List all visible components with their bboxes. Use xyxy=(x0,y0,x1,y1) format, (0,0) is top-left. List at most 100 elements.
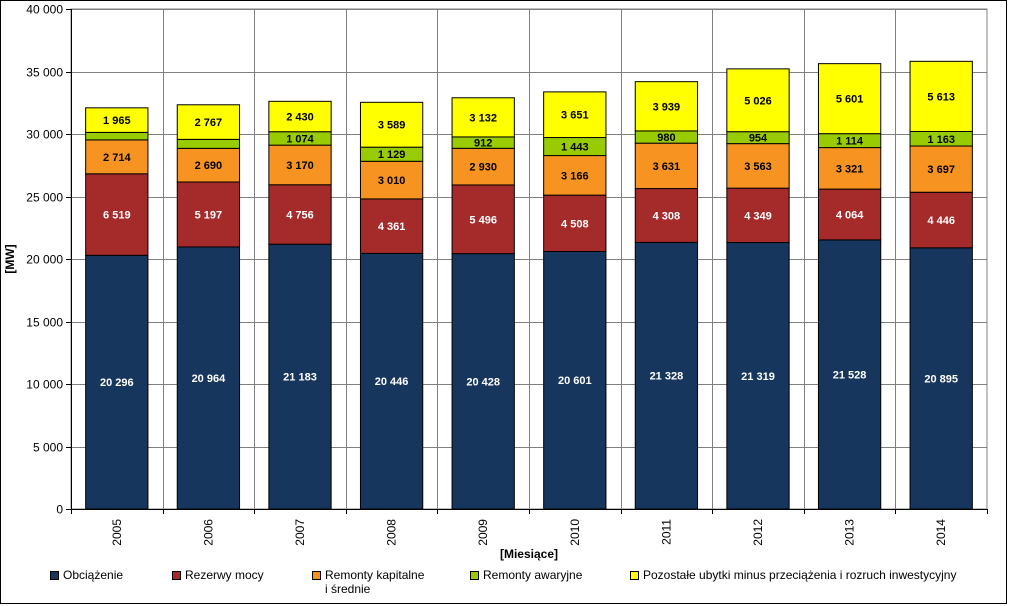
y-tick-label: 35 000 xyxy=(26,66,63,80)
legend-label: Pozostałe ubytki minus przeciążenia i ro… xyxy=(643,568,957,582)
bar-segment xyxy=(817,147,882,190)
data-label: 3 563 xyxy=(744,161,772,173)
data-label: 5 496 xyxy=(469,214,497,226)
y-tick-label: 40 000 xyxy=(26,3,63,17)
legend-swatch xyxy=(50,571,59,580)
data-label: 3 170 xyxy=(286,160,314,172)
data-label: 1 163 xyxy=(927,134,955,146)
bar-segment xyxy=(85,139,149,175)
bar-segment xyxy=(634,142,699,190)
data-label: 6 519 xyxy=(103,210,131,222)
legend: Obciążenie Rezerwy mocy Remonty kapitalne … xyxy=(0,568,1009,600)
x-tick-label: 2013 xyxy=(843,519,857,546)
x-tick-label: 2009 xyxy=(476,519,490,546)
legend-swatch xyxy=(172,571,181,580)
bar-segment xyxy=(726,242,790,510)
legend-item: Remonty awaryjne xyxy=(470,568,582,582)
legend-label: Remonty awaryjne xyxy=(483,568,583,582)
x-tick-label: 2008 xyxy=(385,519,399,546)
x-tick-label: 2012 xyxy=(751,519,765,546)
x-axis-title: [Miesiące] xyxy=(500,547,558,561)
data-label: 20 446 xyxy=(375,376,409,388)
y-tick-label: 25 000 xyxy=(26,191,63,205)
data-label: 20 964 xyxy=(192,373,227,385)
data-label: 3 651 xyxy=(561,110,589,122)
bar-segment xyxy=(359,252,424,510)
bar-segment xyxy=(817,239,882,510)
data-label: 2 714 xyxy=(103,152,131,164)
bar-segment xyxy=(268,100,332,133)
bar-segment xyxy=(85,107,149,133)
x-tick-label: 2007 xyxy=(293,519,307,546)
bar-segment xyxy=(176,138,241,149)
bar-segment xyxy=(176,104,241,140)
data-label: 20 296 xyxy=(100,377,134,389)
bar-segment xyxy=(634,81,699,132)
bar-segment xyxy=(909,60,973,132)
bar-segment xyxy=(726,68,790,133)
data-label: 2 430 xyxy=(286,112,314,124)
data-label: 3 589 xyxy=(378,120,406,132)
data-label: 3 939 xyxy=(653,101,681,113)
data-label: 5 601 xyxy=(836,94,864,106)
bar-segment xyxy=(817,63,882,135)
bar-segment xyxy=(543,91,607,139)
data-label: 1 129 xyxy=(378,149,406,161)
data-label: 2 767 xyxy=(195,117,223,129)
bar-segment xyxy=(726,143,790,189)
data-label: 3 697 xyxy=(927,164,955,176)
data-label: 3 631 xyxy=(653,161,681,173)
bar-segment xyxy=(85,254,149,510)
data-label: 2 930 xyxy=(469,162,497,174)
data-label: 5 613 xyxy=(927,91,955,103)
legend-label: Rezerwy mocy xyxy=(185,568,264,582)
bar-segment xyxy=(359,198,424,254)
x-tick-label: 2014 xyxy=(934,519,948,546)
data-label: 3 166 xyxy=(561,170,589,182)
data-label: 912 xyxy=(474,138,492,150)
legend-item: Pozostałe ubytki minus przeciążenia i ro… xyxy=(630,568,956,582)
bar-segment xyxy=(543,250,607,510)
data-label: 3 010 xyxy=(378,175,406,187)
y-tick-label: 30 000 xyxy=(26,128,63,142)
data-label: 20 601 xyxy=(558,375,592,387)
legend-swatch xyxy=(312,571,321,580)
legend-item: Obciążenie xyxy=(50,568,123,582)
data-label: 4 446 xyxy=(927,215,955,227)
legend-label: Remonty kapitalne i średnie xyxy=(325,568,425,596)
legend-item: Remonty kapitalne i średnie xyxy=(312,568,424,596)
data-label: 21 183 xyxy=(283,372,317,384)
bar-segment xyxy=(85,131,149,141)
bar-segment xyxy=(85,173,149,256)
bar-segment xyxy=(359,101,424,148)
data-label: 1 965 xyxy=(103,115,131,127)
data-label: 4 349 xyxy=(744,210,772,222)
legend-label: Obciążenie xyxy=(63,568,124,582)
legend-swatch xyxy=(470,571,479,580)
data-label: 1 114 xyxy=(836,136,864,148)
bar-segment xyxy=(817,188,882,241)
bar-segment xyxy=(359,160,424,200)
legend-item: Rezerwy mocy xyxy=(172,568,264,582)
data-label: 1 074 xyxy=(286,133,314,145)
data-label: 3 321 xyxy=(836,163,864,175)
x-tick-label: 2010 xyxy=(568,519,582,546)
data-label: 4 308 xyxy=(653,210,681,222)
data-label: 980 xyxy=(657,132,675,144)
y-tick-label: 10 000 xyxy=(26,378,63,392)
bar-segment xyxy=(268,243,332,510)
x-tick-label: 2011 xyxy=(659,519,673,545)
data-label: 21 319 xyxy=(741,371,775,383)
data-label: 3 132 xyxy=(469,112,497,124)
data-label: 2 690 xyxy=(195,160,223,172)
bar-segment xyxy=(909,247,973,510)
y-axis-title: [MW] xyxy=(3,244,17,273)
data-label: 20 895 xyxy=(924,373,958,385)
bar-segment xyxy=(176,246,241,510)
y-tick-label: 0 xyxy=(56,503,63,517)
bar-segment xyxy=(451,253,515,510)
bar-segment xyxy=(451,184,515,255)
data-label: 5 197 xyxy=(195,209,223,221)
data-label: 954 xyxy=(749,133,768,145)
